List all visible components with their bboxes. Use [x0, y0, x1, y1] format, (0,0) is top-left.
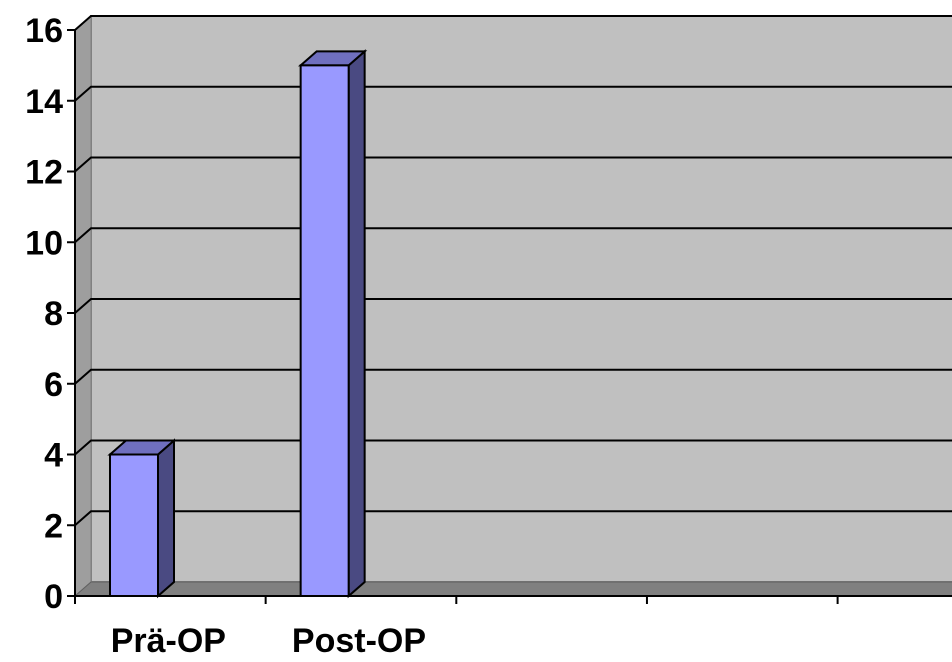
x-axis — [74, 595, 952, 604]
gridline — [74, 298, 952, 314]
y-tick-label: 2 — [44, 507, 63, 545]
y-tick-label: 6 — [44, 366, 63, 404]
x-tick-label: Post-OP — [292, 622, 426, 660]
y-tick-label: 10 — [25, 224, 63, 262]
gridline — [74, 368, 952, 385]
floor — [73, 581, 952, 597]
bar — [107, 438, 177, 599]
x-tick-label: Prä-OP — [111, 622, 226, 660]
bar-side — [347, 49, 366, 599]
bar-side — [157, 438, 175, 599]
bars — [107, 49, 368, 599]
y-tick-labels: 0 2 4 6 8 10 12 14 16 — [25, 12, 63, 616]
y-tick-label: 16 — [25, 12, 63, 50]
x-tick-labels: Prä-OP Post-OP — [111, 622, 426, 660]
y-axis — [67, 29, 76, 597]
y-tick-label: 8 — [44, 295, 63, 333]
plot-background — [73, 14, 952, 598]
y-tick-label: 12 — [25, 154, 63, 192]
gridline — [74, 227, 952, 244]
y-tick-label: 4 — [44, 437, 63, 475]
bar-front — [299, 64, 350, 597]
gridline — [74, 439, 952, 456]
y-tick-label: 14 — [25, 83, 63, 121]
gridline — [74, 85, 952, 102]
y-tick-label: 0 — [44, 578, 63, 616]
gridline — [74, 510, 952, 527]
bar — [297, 49, 368, 599]
gridline — [74, 156, 952, 173]
gridline — [74, 15, 952, 31]
bar-front — [109, 453, 159, 597]
gridlines — [74, 15, 952, 527]
